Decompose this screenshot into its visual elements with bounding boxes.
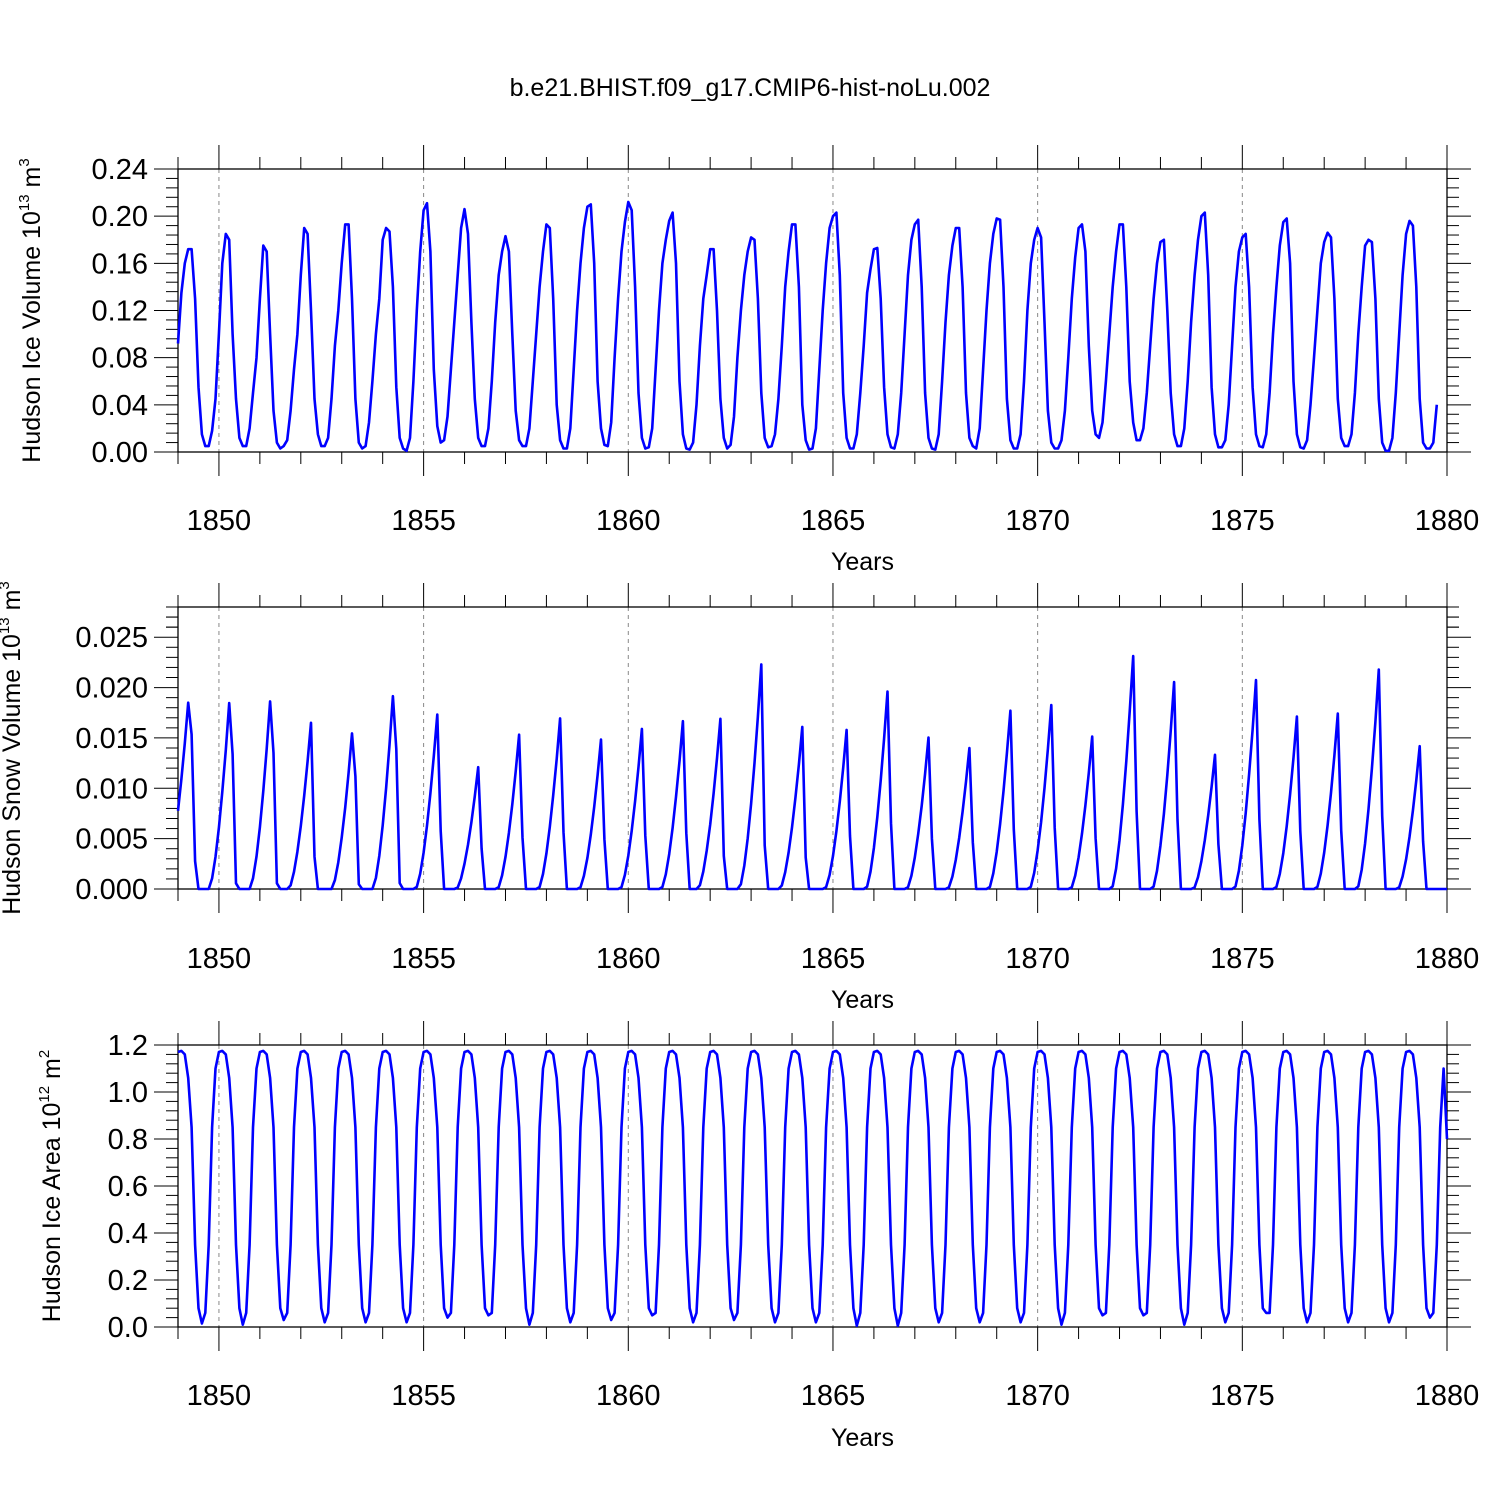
x-tick-label: 1870 — [1005, 505, 1070, 537]
y-tick-label: 1.0 — [108, 1077, 148, 1109]
y-label-main: Hudson Ice Volume 10 — [18, 211, 46, 463]
y-tick-label: 0.4 — [108, 1218, 148, 1250]
y-tick-label: 0.000 — [75, 874, 148, 906]
y-tick-label: 0.00 — [92, 437, 148, 469]
x-tick-label: 1860 — [596, 1380, 661, 1412]
y-axis-label: Hudson Ice Area 1012 m2 — [36, 1050, 66, 1322]
chart-title: b.e21.BHIST.f09_g17.CMIP6-hist-noLu.002 — [510, 74, 991, 102]
y-tick-label: 0.005 — [75, 824, 148, 856]
x-tick-label: 1850 — [187, 1380, 252, 1412]
x-tick-label: 1880 — [1415, 505, 1480, 537]
series-line — [176, 654, 1447, 891]
y-tick-label: 0.04 — [92, 390, 148, 422]
y-label-exp: 12 — [36, 1086, 53, 1103]
x-tick-label: 1870 — [1005, 1380, 1070, 1412]
x-tick-label: 1870 — [1005, 943, 1070, 975]
x-tick-label: 1875 — [1210, 943, 1275, 975]
y-label-unit: m — [0, 590, 26, 618]
x-tick-label: 1855 — [391, 1380, 456, 1412]
y-axis-label: Hudson Snow Volume 1013 m3 — [0, 581, 26, 915]
plot-frame — [177, 168, 1448, 453]
x-tick-label: 1860 — [596, 505, 661, 537]
y-tick-label: 0.8 — [108, 1124, 148, 1156]
x-tick-label: 1865 — [801, 505, 866, 537]
y-tick-label: 0.6 — [108, 1171, 148, 1203]
y-tick-label: 0.16 — [92, 248, 148, 280]
y-label-unit: m — [38, 1058, 66, 1086]
y-label-unit: m — [18, 167, 46, 195]
x-tick-label: 1875 — [1210, 1380, 1275, 1412]
series-line — [177, 1049, 1449, 1328]
x-axis-label: Years — [831, 986, 894, 1014]
y-label-exp: 13 — [16, 194, 33, 211]
y-label-main: Hudson Snow Volume 10 — [0, 634, 26, 915]
panel-ice-volume: 0.00 0.04 0.08 0.12 0.16 0.20 0.24 1850 1855 1860… — [16, 145, 1479, 576]
y-tick-label: 0.020 — [75, 673, 148, 705]
x-tick-label: 1865 — [801, 1380, 866, 1412]
x-tick-label: 1880 — [1415, 1380, 1480, 1412]
x-tick-label: 1855 — [391, 943, 456, 975]
y-label-main: Hudson Ice Area 10 — [38, 1103, 66, 1323]
y-tick-label: 0.12 — [92, 296, 148, 328]
x-tick-label: 1850 — [187, 505, 252, 537]
x-axis-label: Years — [831, 548, 894, 576]
x-tick-label: 1875 — [1210, 505, 1275, 537]
y-tick-label: 0.0 — [108, 1312, 148, 1344]
x-tick-label: 1865 — [801, 943, 866, 975]
series-line — [176, 200, 1439, 453]
y-tick-label: 0.010 — [75, 773, 148, 805]
panel-snow-volume: 0.000 0.005 0.010 0.015 0.020 0.025 1850 1855 18… — [0, 581, 1479, 1014]
y-label-exp: 13 — [0, 617, 13, 634]
panel-ice-area: 0.0 0.2 0.4 0.6 0.8 1.0 1.2 1850 1855 1860 1865 187… — [36, 1021, 1479, 1452]
y-label-unit-exp: 3 — [16, 158, 33, 166]
y-tick-label: 0.015 — [75, 723, 148, 755]
x-axis-label: Years — [831, 1424, 894, 1452]
y-tick-label: 1.2 — [108, 1030, 148, 1062]
x-tick-label: 1855 — [391, 505, 456, 537]
y-tick-label: 0.025 — [75, 622, 148, 654]
y-label-unit-exp: 3 — [0, 581, 13, 589]
y-tick-label: 0.08 — [92, 343, 148, 375]
x-tick-label: 1860 — [596, 943, 661, 975]
y-tick-label: 0.24 — [92, 154, 148, 186]
y-label-unit-exp: 2 — [36, 1050, 53, 1058]
y-tick-label: 0.2 — [108, 1265, 148, 1297]
y-tick-label: 0.20 — [92, 201, 148, 233]
y-axis-label: Hudson Ice Volume 1013 m3 — [16, 158, 46, 462]
x-tick-label: 1850 — [187, 943, 252, 975]
x-tick-label: 1880 — [1415, 943, 1480, 975]
